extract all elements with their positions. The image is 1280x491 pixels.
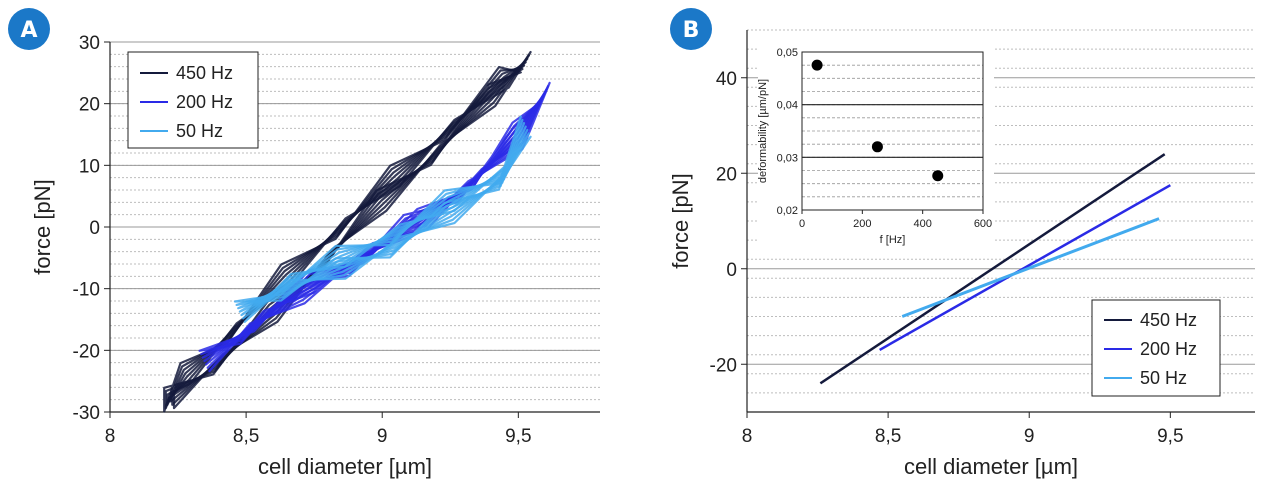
- y-tick-label: -10: [73, 280, 100, 301]
- y-axis-label: force [pN]: [30, 179, 55, 274]
- x-tick-label: 9,5: [1157, 426, 1183, 447]
- data-line: [240, 128, 529, 317]
- inset-y-tick-label: 0,03: [777, 152, 798, 164]
- legend-box: [1091, 299, 1221, 397]
- y-tick-label: -20: [73, 341, 100, 362]
- y-tick-label: -20: [710, 355, 737, 376]
- series-line-200-hz: [879, 184, 1171, 352]
- inset-x-tick-label: 0: [799, 218, 805, 230]
- legend: 450 Hz 200 Hz 50 Hz: [127, 51, 259, 149]
- series-line-450-hz: [819, 153, 1166, 385]
- data-line: [242, 132, 530, 320]
- x-axis-label: cell diameter [µm]: [258, 454, 432, 479]
- y-tick-label: 20: [716, 164, 737, 185]
- x-tick-label: 8: [105, 426, 116, 447]
- badge-a-label: A: [20, 18, 37, 43]
- panel-a: -30 -20 -10 0 10 20 30 8 8,5 9 9,5 cell diameter [µ…: [30, 33, 600, 479]
- inset-x-tick-label: 200: [853, 218, 871, 230]
- inset-data-point: [811, 59, 823, 71]
- x-axis-label: cell diameter [µm]: [904, 454, 1078, 479]
- inset-data-point: [871, 141, 883, 153]
- legend-label: 200 Hz: [176, 92, 233, 112]
- legend: 450 Hz 200 Hz 50 Hz: [1091, 299, 1221, 397]
- inset-y-tick-label: 0,02: [777, 205, 798, 217]
- legend-label: 450 Hz: [1140, 310, 1197, 330]
- y-tick-label: 10: [79, 156, 100, 177]
- y-tick-label: 0: [89, 218, 100, 239]
- inset-frame: [801, 51, 984, 211]
- y-tick-label: 30: [79, 33, 100, 54]
- x-tick-label: 8,5: [233, 426, 259, 447]
- inset-x-tick-label: 400: [913, 218, 931, 230]
- badge-b: B: [670, 8, 712, 50]
- badge-b-label: B: [683, 18, 700, 43]
- x-tick-label: 9: [377, 426, 388, 447]
- y-tick-label: 0: [726, 260, 737, 281]
- inset-x-axis-label: f [Hz]: [880, 234, 906, 246]
- inset-data-point: [932, 170, 944, 182]
- legend-label: 50 Hz: [1140, 368, 1187, 388]
- badge-a: A: [8, 8, 50, 50]
- series-50-hz: [233, 115, 532, 323]
- data-line: [238, 125, 527, 313]
- inset-y-tick-label: 0,04: [777, 100, 798, 112]
- panel-b-inset: 0,02 0,03 0,04 0,05 0 200 400 600 f [Hz] deformab…: [757, 40, 994, 250]
- x-tick-label: 9: [1024, 426, 1035, 447]
- x-tick-label: 8,5: [875, 426, 901, 447]
- inset-y-axis-label: deformability [µm/pN]: [757, 79, 769, 183]
- inset-x-tick-label: 600: [974, 218, 992, 230]
- legend-label: 50 Hz: [176, 121, 223, 141]
- x-tick-label: 8: [742, 426, 753, 447]
- inset-y-tick-label: 0,05: [777, 47, 798, 59]
- y-axis-label: force [pN]: [668, 173, 693, 268]
- legend-label: 200 Hz: [1140, 339, 1197, 359]
- data-line: [243, 135, 532, 323]
- y-tick-label: 40: [716, 69, 737, 90]
- y-tick-label: 20: [79, 95, 100, 116]
- data-line: [208, 81, 551, 373]
- y-tick-label: -30: [73, 403, 100, 424]
- series-line-50-hz: [901, 217, 1160, 318]
- x-tick-label: 9,5: [505, 426, 531, 447]
- legend-label: 450 Hz: [176, 63, 233, 83]
- panel-b: -20 0 20 40 8 8,5 9 9,5 cell diameter [µm] force …: [668, 29, 1255, 479]
